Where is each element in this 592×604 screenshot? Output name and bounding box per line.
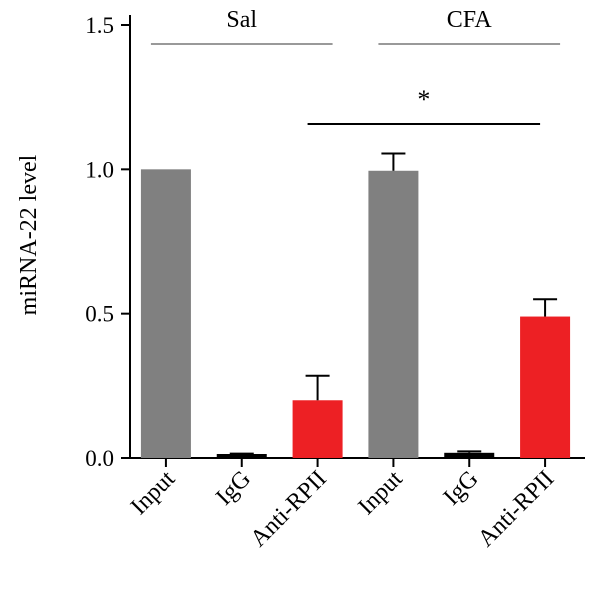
x-tick-label: IgG (211, 466, 256, 511)
y-tick-label: 0.0 (85, 446, 114, 471)
x-tick-label: Anti-RPII (473, 466, 559, 552)
bar (444, 452, 495, 458)
x-tick-label: IgG (439, 466, 484, 511)
bar (520, 316, 571, 458)
y-tick-label: 1.5 (85, 13, 114, 38)
bar (140, 169, 191, 459)
y-tick-label: 0.5 (85, 302, 114, 327)
y-axis-ticks: 0.0 0.5 1.0 1.5 (85, 13, 130, 471)
bar (368, 170, 419, 458)
x-tick-label: Anti-RPII (246, 466, 332, 552)
x-tick-label: Input (126, 466, 180, 520)
group-annotations: Sal CFA (150, 7, 561, 45)
bar (292, 400, 343, 458)
y-axis-label: miRNA-22 level (16, 154, 42, 315)
bar (216, 454, 267, 458)
bars-group (140, 152, 571, 467)
significance-annotation: * (307, 85, 541, 125)
significance-star: * (417, 85, 430, 114)
group-label: CFA (447, 7, 493, 33)
x-tick-label: Input (353, 466, 407, 520)
y-tick-label: 1.0 (85, 157, 114, 182)
group-label: Sal (226, 7, 257, 33)
